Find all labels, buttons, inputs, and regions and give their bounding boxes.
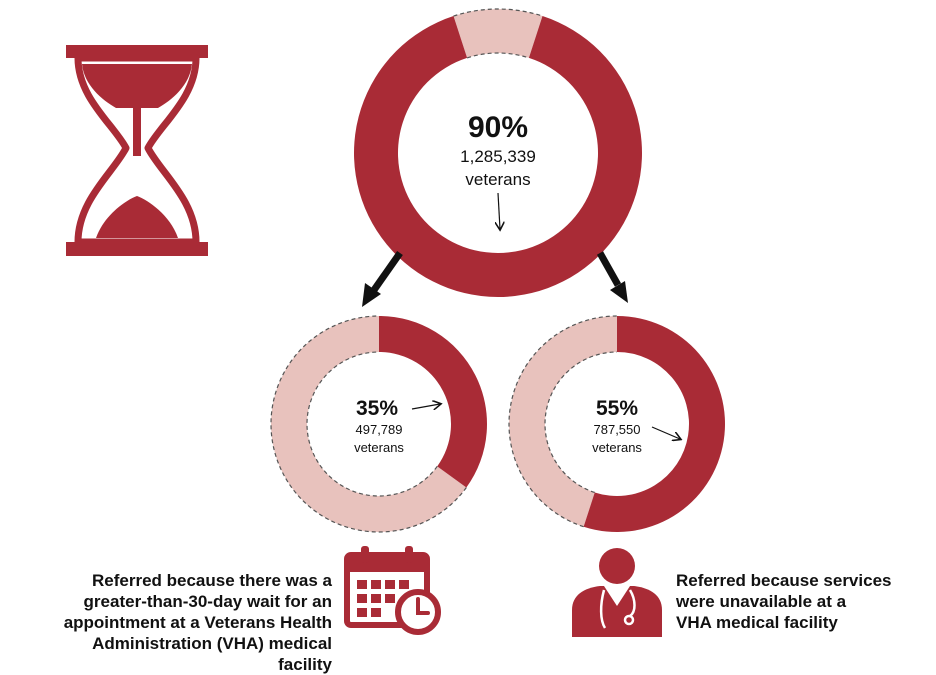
caption-right-line: were unavailable at a [676,592,847,611]
caption-left-line: Administration (VHA) medical facility [92,634,332,674]
calendar-day-cell [385,580,395,589]
left-share-segment [379,316,487,488]
left-remainder-segment [271,316,467,532]
calendar-ring [361,546,369,563]
hourglass-sand-stream [133,108,141,156]
main-remainder-segment [453,8,543,58]
caption-left-line: Referred because there was a [91,571,332,590]
split-arrow-left [362,250,403,307]
calendar-day-cell [357,608,367,617]
doctor-collar [604,586,630,606]
calendar-ring [405,546,413,563]
calendar-day-cell [371,580,381,589]
stethoscope-tube [628,589,636,618]
caption-left-line: greater-than-30-day wait for an [83,592,332,611]
calendar-day-cell [357,580,367,589]
main-share-segment [354,16,642,298]
donut-left [270,315,487,533]
caption-left: Referred because there was a greater-tha… [40,570,332,675]
right-percent: 55% [596,397,638,420]
hourglass-sand-top [82,64,192,108]
left-unit: veterans [354,440,404,455]
calendar-day-cell [399,580,409,589]
right-inner-dashed-edge [544,351,618,494]
caption-right-line: Referred because services [676,571,892,590]
stethoscope-chestpiece [623,614,635,626]
calendar-day-cell [357,594,367,603]
calendar-day-cell [371,594,381,603]
left-count: 497,789 [356,422,403,437]
donut-main [354,8,642,298]
caption-right-line: VHA medical facility [676,613,838,632]
caption-left-line: appointment at a Veterans Health [63,613,332,632]
right-count: 787,550 [594,422,641,437]
main-unit: veterans [465,170,530,189]
hourglass-icon [66,45,208,256]
donut-right [508,315,725,532]
doctor-head [599,548,635,584]
calendar-clock-icon [344,546,441,635]
main-count: 1,285,339 [460,147,536,166]
main-inner-dashed-edge [466,52,530,59]
left-outer-dashed-edge [270,315,467,533]
doctor-icon [572,548,662,637]
main-pointer-arrow [498,192,500,229]
caption-right: Referred because services were unavailab… [676,570,926,633]
right-remainder-segment [508,316,617,527]
right-unit: veterans [592,440,642,455]
left-percent: 35% [356,397,398,420]
right-outer-dashed-edge [508,315,618,528]
right-pointer-arrow [651,426,680,439]
left-pointer-arrow [411,404,440,409]
left-inner-dashed-edge [306,351,438,497]
hourglass-sand-bottom [96,196,178,238]
stethoscope-icon [599,589,607,629]
right-share-segment [583,316,725,532]
main-percent: 90% [468,111,528,144]
doctor-coat [572,586,662,637]
split-arrow-right [596,251,628,303]
calendar-day-cell [385,594,395,603]
calendar-header [347,555,427,572]
infographic-canvas: 90% 1,285,339 veterans 35% 497,789 veter… [66,8,725,637]
calendar-day-cell [371,608,381,617]
clock-hands [416,597,430,615]
main-outer-dashed-edge [453,8,543,17]
